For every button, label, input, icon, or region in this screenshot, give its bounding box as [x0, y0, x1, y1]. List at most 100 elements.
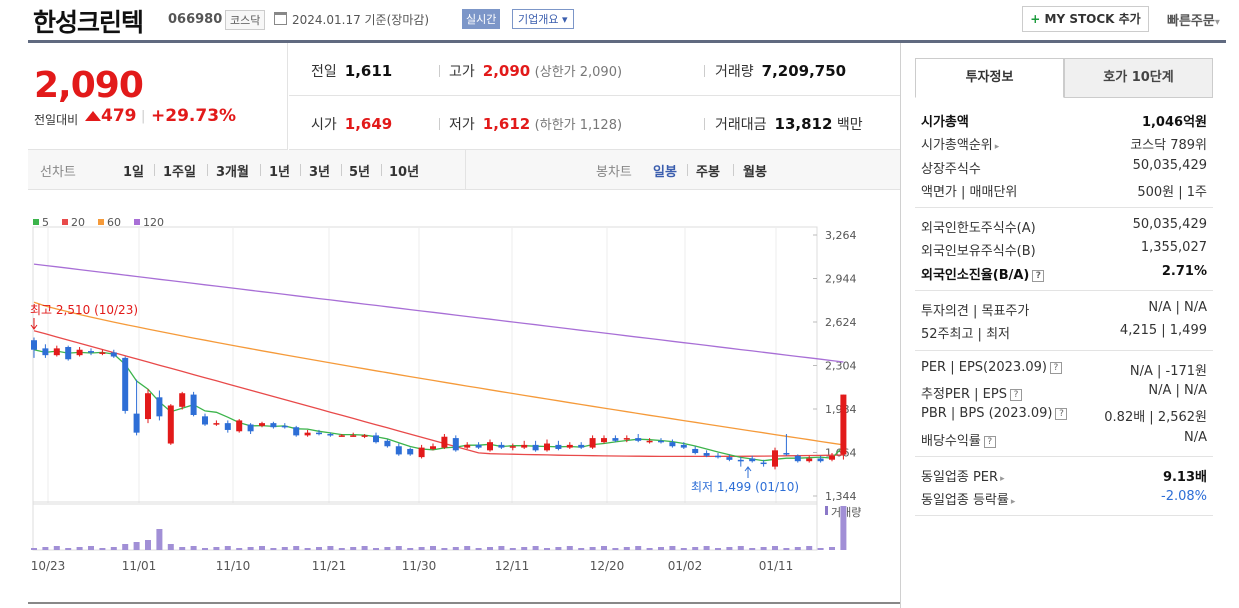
- period-5y[interactable]: 5년: [349, 165, 371, 180]
- candle-body: [715, 455, 721, 458]
- candle-body: [190, 394, 197, 415]
- volume-label: 거래량: [715, 64, 754, 80]
- info-key[interactable]: 시가총액순위 ▸: [921, 134, 999, 153]
- tab-investment-info[interactable]: 투자정보: [915, 58, 1064, 98]
- volume-bar: [452, 547, 459, 550]
- info-value: N/A | N/A: [1148, 300, 1207, 316]
- help-icon[interactable]: ?: [1032, 269, 1045, 282]
- volume-bar: [623, 547, 630, 550]
- candle-monthly[interactable]: 월봉: [743, 165, 767, 180]
- volume-bar: [76, 547, 83, 550]
- period-1y[interactable]: 1년: [269, 165, 291, 180]
- volume-bar: [316, 547, 322, 550]
- info-value: 1,355,027: [1140, 240, 1207, 256]
- candle-body: [464, 444, 471, 448]
- open-label: 시가: [311, 117, 337, 133]
- divider: [439, 65, 440, 77]
- info-key-label: 추정PER | EPS: [921, 386, 1007, 402]
- info-row: 동일업종 등락률 ▸ -2.08%: [921, 486, 1207, 509]
- divider: [381, 164, 382, 176]
- volume-bar: [190, 546, 197, 550]
- info-key-label: PBR | BPS (2023.09): [921, 406, 1053, 422]
- candle-body: [749, 458, 756, 462]
- volume-bar: [646, 548, 653, 550]
- divider: [687, 164, 688, 176]
- candle-body: [840, 394, 847, 455]
- candle-body: [772, 450, 778, 467]
- investment-info-table: 시가총액 1,046억원 시가총액순위 ▸ 코스닥 789위 상장주식수 50,035,42…: [915, 100, 1213, 517]
- candle-body: [304, 432, 311, 436]
- company-overview-button[interactable]: 기업개요 ▾: [512, 9, 574, 29]
- legend-swatch: [62, 219, 68, 225]
- caret-down-icon: ▾: [561, 13, 568, 26]
- candle-body: [794, 455, 801, 462]
- candle-daily[interactable]: 일봉: [653, 165, 677, 180]
- candle-body: [53, 348, 60, 356]
- info-key-label: 투자의견 | 목표주가: [921, 304, 1030, 320]
- candle-body: [213, 423, 220, 425]
- stock-header: 한성크린텍 066980 코스닥 2024.01.17 기준(장마감) 실시간 …: [30, 0, 1226, 40]
- volume-bar: [99, 548, 106, 550]
- help-icon[interactable]: ?: [1009, 388, 1022, 401]
- info-key[interactable]: 동일업종 등락률 ▸: [921, 489, 1015, 508]
- candle-body: [760, 462, 767, 465]
- x-tick-label: 11/30: [402, 559, 437, 573]
- candle-body: [65, 347, 72, 360]
- volume-bar: [806, 546, 813, 550]
- volume-bar: [156, 529, 163, 550]
- realtime-badge[interactable]: 실시간: [462, 9, 501, 29]
- help-icon[interactable]: ?: [1055, 408, 1068, 421]
- info-key: PBR | BPS (2023.09)?: [921, 406, 1068, 422]
- candle-body: [578, 444, 585, 448]
- divider: [260, 164, 261, 176]
- info-value: N/A | N/A: [1148, 382, 1207, 398]
- volume-bar: [110, 547, 117, 550]
- candle-body: [555, 444, 562, 449]
- prev-close-cell: 전일 1,611: [311, 61, 392, 81]
- info-row: 배당수익률? N/A: [921, 427, 1207, 450]
- x-tick-label: 11/01: [122, 559, 157, 573]
- amount-unit: 백만: [836, 117, 863, 133]
- info-key-label: PER | EPS(2023.09): [921, 359, 1047, 375]
- x-tick-label: 10/23: [31, 559, 66, 573]
- current-price: 2,090: [34, 65, 144, 106]
- info-value: 50,035,429: [1132, 217, 1207, 233]
- candle-weekly[interactable]: 주봉: [696, 165, 720, 180]
- price-info-grid: 전일 1,611 고가 2,090 (상한가 2,090) 거래량 7,209,750…: [289, 43, 901, 150]
- volume-bar: [236, 548, 243, 550]
- period-3m[interactable]: 3개월: [216, 165, 249, 180]
- volume-bar: [612, 548, 619, 550]
- volume-bar: [658, 547, 664, 550]
- period-1w[interactable]: 1주일: [163, 165, 196, 180]
- volume-bar: [532, 546, 539, 550]
- legend-label: 60: [107, 216, 121, 229]
- overview-label: 기업개요: [518, 13, 559, 26]
- candlestick-chart[interactable]: 520601203,2642,9442,6242,3041,9841,6641,…: [28, 190, 901, 605]
- tab-orderbook[interactable]: 호가 10단계: [1064, 58, 1213, 98]
- divider: [733, 164, 734, 176]
- calendar-icon: [274, 12, 287, 25]
- info-key-label: 동일업종 PER: [921, 469, 999, 485]
- info-key-label: 상장주식수: [921, 161, 981, 177]
- help-icon[interactable]: ?: [983, 435, 996, 448]
- candle-body: [475, 444, 482, 448]
- volume-bar: [589, 547, 596, 550]
- info-key[interactable]: 동일업종 PER ▸: [921, 466, 1005, 485]
- quick-order-button[interactable]: 빠른주문▾: [1167, 10, 1220, 29]
- info-value: -2.08%: [1161, 489, 1207, 505]
- period-1d[interactable]: 1일: [123, 165, 145, 180]
- volume-bar: [715, 548, 721, 550]
- candle-body: [635, 438, 642, 441]
- volume-bar: [65, 548, 72, 550]
- add-my-stock-button[interactable]: + MY STOCK 추가: [1022, 6, 1149, 32]
- candle-body: [395, 446, 402, 455]
- period-3y[interactable]: 3년: [309, 165, 331, 180]
- candle-body: [703, 453, 710, 456]
- help-icon[interactable]: ?: [1049, 361, 1062, 374]
- volume-bar: [247, 547, 254, 550]
- volume-bar: [338, 548, 345, 550]
- period-10y[interactable]: 10년: [389, 165, 420, 180]
- info-value: 2.71%: [1161, 263, 1207, 279]
- divider: [465, 150, 466, 190]
- volume-bar: [555, 547, 562, 550]
